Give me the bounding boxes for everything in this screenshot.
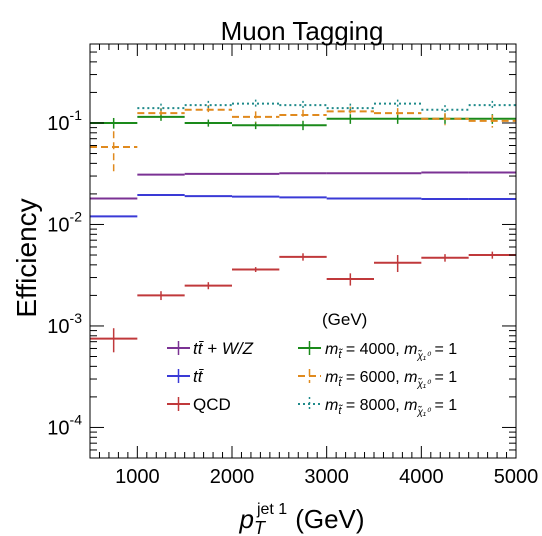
series-ttbar	[90, 194, 516, 218]
plot-area	[90, 99, 516, 353]
y-tick-label--2: 10-2	[47, 208, 82, 236]
legend-label-ttbar_wz: tt̄ + W/Z	[193, 339, 254, 358]
y-tick-label--4: 10-4	[47, 411, 82, 439]
legend-entry-ttbar_wz: tt̄ + W/Z	[167, 339, 254, 358]
legend-label-qcd: QCD	[193, 395, 231, 414]
y-tick-label--1: 10-1	[47, 107, 82, 135]
legend-header: (GeV)	[322, 310, 367, 329]
legend-label-stop8000: mt̃ = 8000, mχ̃₁⁰ = 1	[325, 397, 457, 418]
series-stop8000	[137, 99, 516, 115]
chart-title: Muon Tagging	[221, 16, 384, 46]
legend-entry-ttbar: tt̄	[167, 367, 204, 386]
x-tick-label-5000: 5000	[494, 466, 539, 488]
legend: (GeV) tt̄ + W/Z tt̄ QCD mt̃ = 4000, mχ̃₁⁰ = …	[167, 310, 457, 418]
legend-entry-stop4000: mt̃ = 4000, mχ̃₁⁰ = 1	[298, 341, 457, 362]
legend-entry-qcd: QCD	[167, 395, 231, 414]
y-tick-label--3: 10-3	[47, 310, 82, 338]
x-axis-label-p: p	[238, 504, 253, 534]
series-stop6000	[90, 105, 516, 172]
x-tick-label-1000: 1000	[115, 466, 160, 488]
x-tick-label-2000: 2000	[210, 466, 255, 488]
legend-entry-stop8000: mt̃ = 8000, mχ̃₁⁰ = 1	[298, 397, 457, 418]
legend-label-stop4000: mt̃ = 4000, mχ̃₁⁰ = 1	[325, 341, 457, 362]
legend-entry-stop6000: mt̃ = 6000, mχ̃₁⁰ = 1	[298, 369, 457, 390]
legend-label-ttbar: tt̄	[193, 367, 204, 386]
x-axis-label-sub: T	[254, 518, 267, 536]
x-axis-label-sup: jet 1	[256, 501, 287, 518]
plot-frame	[89, 43, 517, 459]
axes: 1000 2000 3000 4000 5000 10-4 10-3 10-2 10-1	[47, 43, 539, 488]
series-qcd	[90, 251, 516, 353]
legend-label-stop6000: mt̃ = 6000, mχ̃₁⁰ = 1	[325, 369, 457, 390]
x-axis-label-unit: (GeV)	[295, 504, 364, 534]
x-tick-label-3000: 3000	[304, 466, 349, 488]
x-tick-label-4000: 4000	[399, 466, 444, 488]
x-axis-label: pTjet 1 (GeV)	[238, 501, 364, 536]
svg-text:pTjet 1(GeV): pTjet 1 (GeV)	[238, 501, 364, 536]
series-ttbar_wz	[90, 171, 516, 200]
y-axis-label: Efficiency	[11, 198, 42, 317]
